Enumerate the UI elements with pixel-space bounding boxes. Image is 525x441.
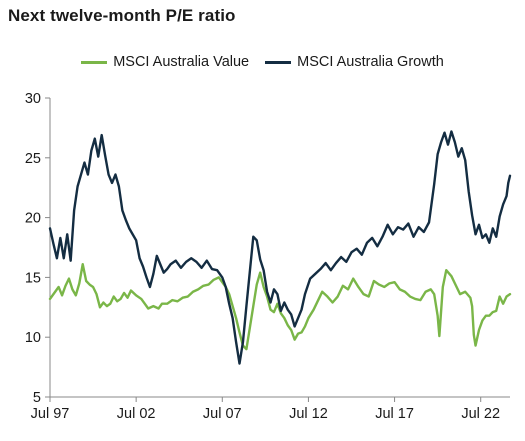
series-line-msci-australia-growth (48, 130, 512, 365)
x-tick-label: Jul 22 (461, 406, 500, 422)
legend-swatch-growth (265, 60, 292, 64)
y-tick-label: 10 (25, 330, 41, 346)
x-tick-label: Jul 02 (117, 406, 156, 422)
x-tick-label: Jul 12 (289, 406, 328, 422)
y-tick-label: 15 (25, 270, 41, 286)
legend-item-growth: MSCI Australia Growth (265, 54, 444, 70)
legend-label-growth: MSCI Australia Growth (297, 54, 444, 70)
y-tick-label: 20 (25, 211, 41, 227)
x-tick-label: Jul 07 (203, 406, 242, 422)
x-tick-labels: Jul 97 Jul 02 Jul 07 Jul 12 Jul 17 Jul 22 (31, 406, 500, 422)
legend-swatch-value (81, 60, 108, 64)
y-tick-label: 5 (33, 390, 41, 406)
axes (45, 97, 510, 402)
legend-item-value: MSCI Australia Value (81, 54, 249, 70)
x-tick-label: Jul 17 (375, 406, 414, 422)
chart-title: Next twelve-month P/E ratio (8, 6, 236, 25)
y-tick-label: 30 (25, 91, 41, 107)
y-tick-labels: 5 10 15 20 25 30 (25, 91, 41, 406)
legend-label-value: MSCI Australia Value (113, 54, 250, 70)
legend: MSCI Australia Value MSCI Australia Grow… (0, 54, 525, 70)
x-tick-label: Jul 97 (31, 406, 70, 422)
series-layer (48, 130, 512, 365)
series-line-msci-australia-value (48, 263, 512, 351)
y-tick-label: 25 (25, 151, 41, 167)
